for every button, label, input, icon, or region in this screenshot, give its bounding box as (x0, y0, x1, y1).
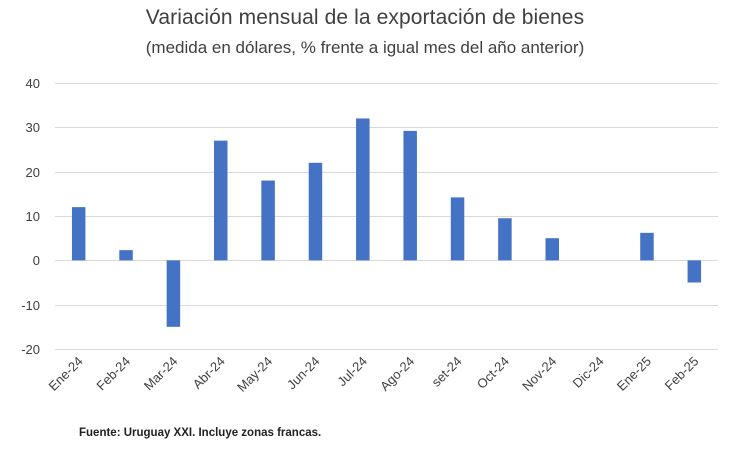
y-tick-label: -20 (21, 342, 40, 357)
grid-layer (55, 83, 718, 350)
bar-ene-25 (640, 232, 654, 261)
x-tick-label: Mar-24 (141, 354, 181, 394)
x-axis-ticks: Ene-24 Feb-24 Mar-24 Abr-24 May-24 Jun-24 Jul-… (46, 354, 702, 395)
x-tick-label: Ene-25 (614, 354, 654, 394)
bar-feb-25 (687, 260, 702, 283)
bar-jul-24 (356, 118, 370, 261)
x-tick-label: Ene-24 (46, 354, 86, 394)
x-tick-label: Jul-24 (334, 354, 370, 390)
bar-ene-24 (71, 207, 86, 261)
bar-jun-24 (308, 162, 323, 261)
y-tick-label: 0 (33, 253, 40, 268)
source-note: Fuente: Uruguay XXI. Incluye zonas franc… (79, 427, 322, 439)
chart-subtitle: (medida en dólares, % frente a igual mes… (145, 38, 585, 57)
x-tick-label: Dic-24 (570, 354, 607, 391)
bar-set-24 (450, 197, 465, 261)
x-tick-label: Feb-24 (93, 354, 133, 394)
y-tick-label: 10 (26, 209, 40, 224)
bar-feb-24 (119, 250, 133, 261)
x-tick-label: Ago-24 (377, 354, 417, 394)
bar-ago-24 (403, 130, 417, 261)
bars (71, 118, 702, 327)
x-tick-label: Jun-24 (284, 354, 323, 393)
x-tick-label: Oct-24 (474, 354, 512, 392)
chart-title: Variación mensual de la exportación de b… (145, 6, 585, 29)
x-tick-label: May-24 (234, 354, 275, 395)
y-axis-ticks: 40 30 20 10 0 -10 -20 (21, 76, 40, 357)
x-tick-label: Nov-24 (519, 354, 559, 394)
x-tick-label: set-24 (428, 354, 464, 390)
bar-mar-24 (166, 260, 181, 327)
bar-nov-24 (545, 238, 559, 261)
bar-oct-24 (498, 218, 512, 261)
x-tick-label: Abr-24 (190, 354, 228, 392)
bar-may-24 (261, 180, 275, 261)
y-tick-label: 20 (26, 165, 40, 180)
x-tick-label: Feb-25 (662, 354, 702, 394)
y-tick-label: -10 (21, 298, 40, 313)
y-tick-label: 40 (26, 76, 40, 91)
y-tick-label: 30 (26, 120, 40, 135)
bar-abr-24 (214, 140, 228, 261)
